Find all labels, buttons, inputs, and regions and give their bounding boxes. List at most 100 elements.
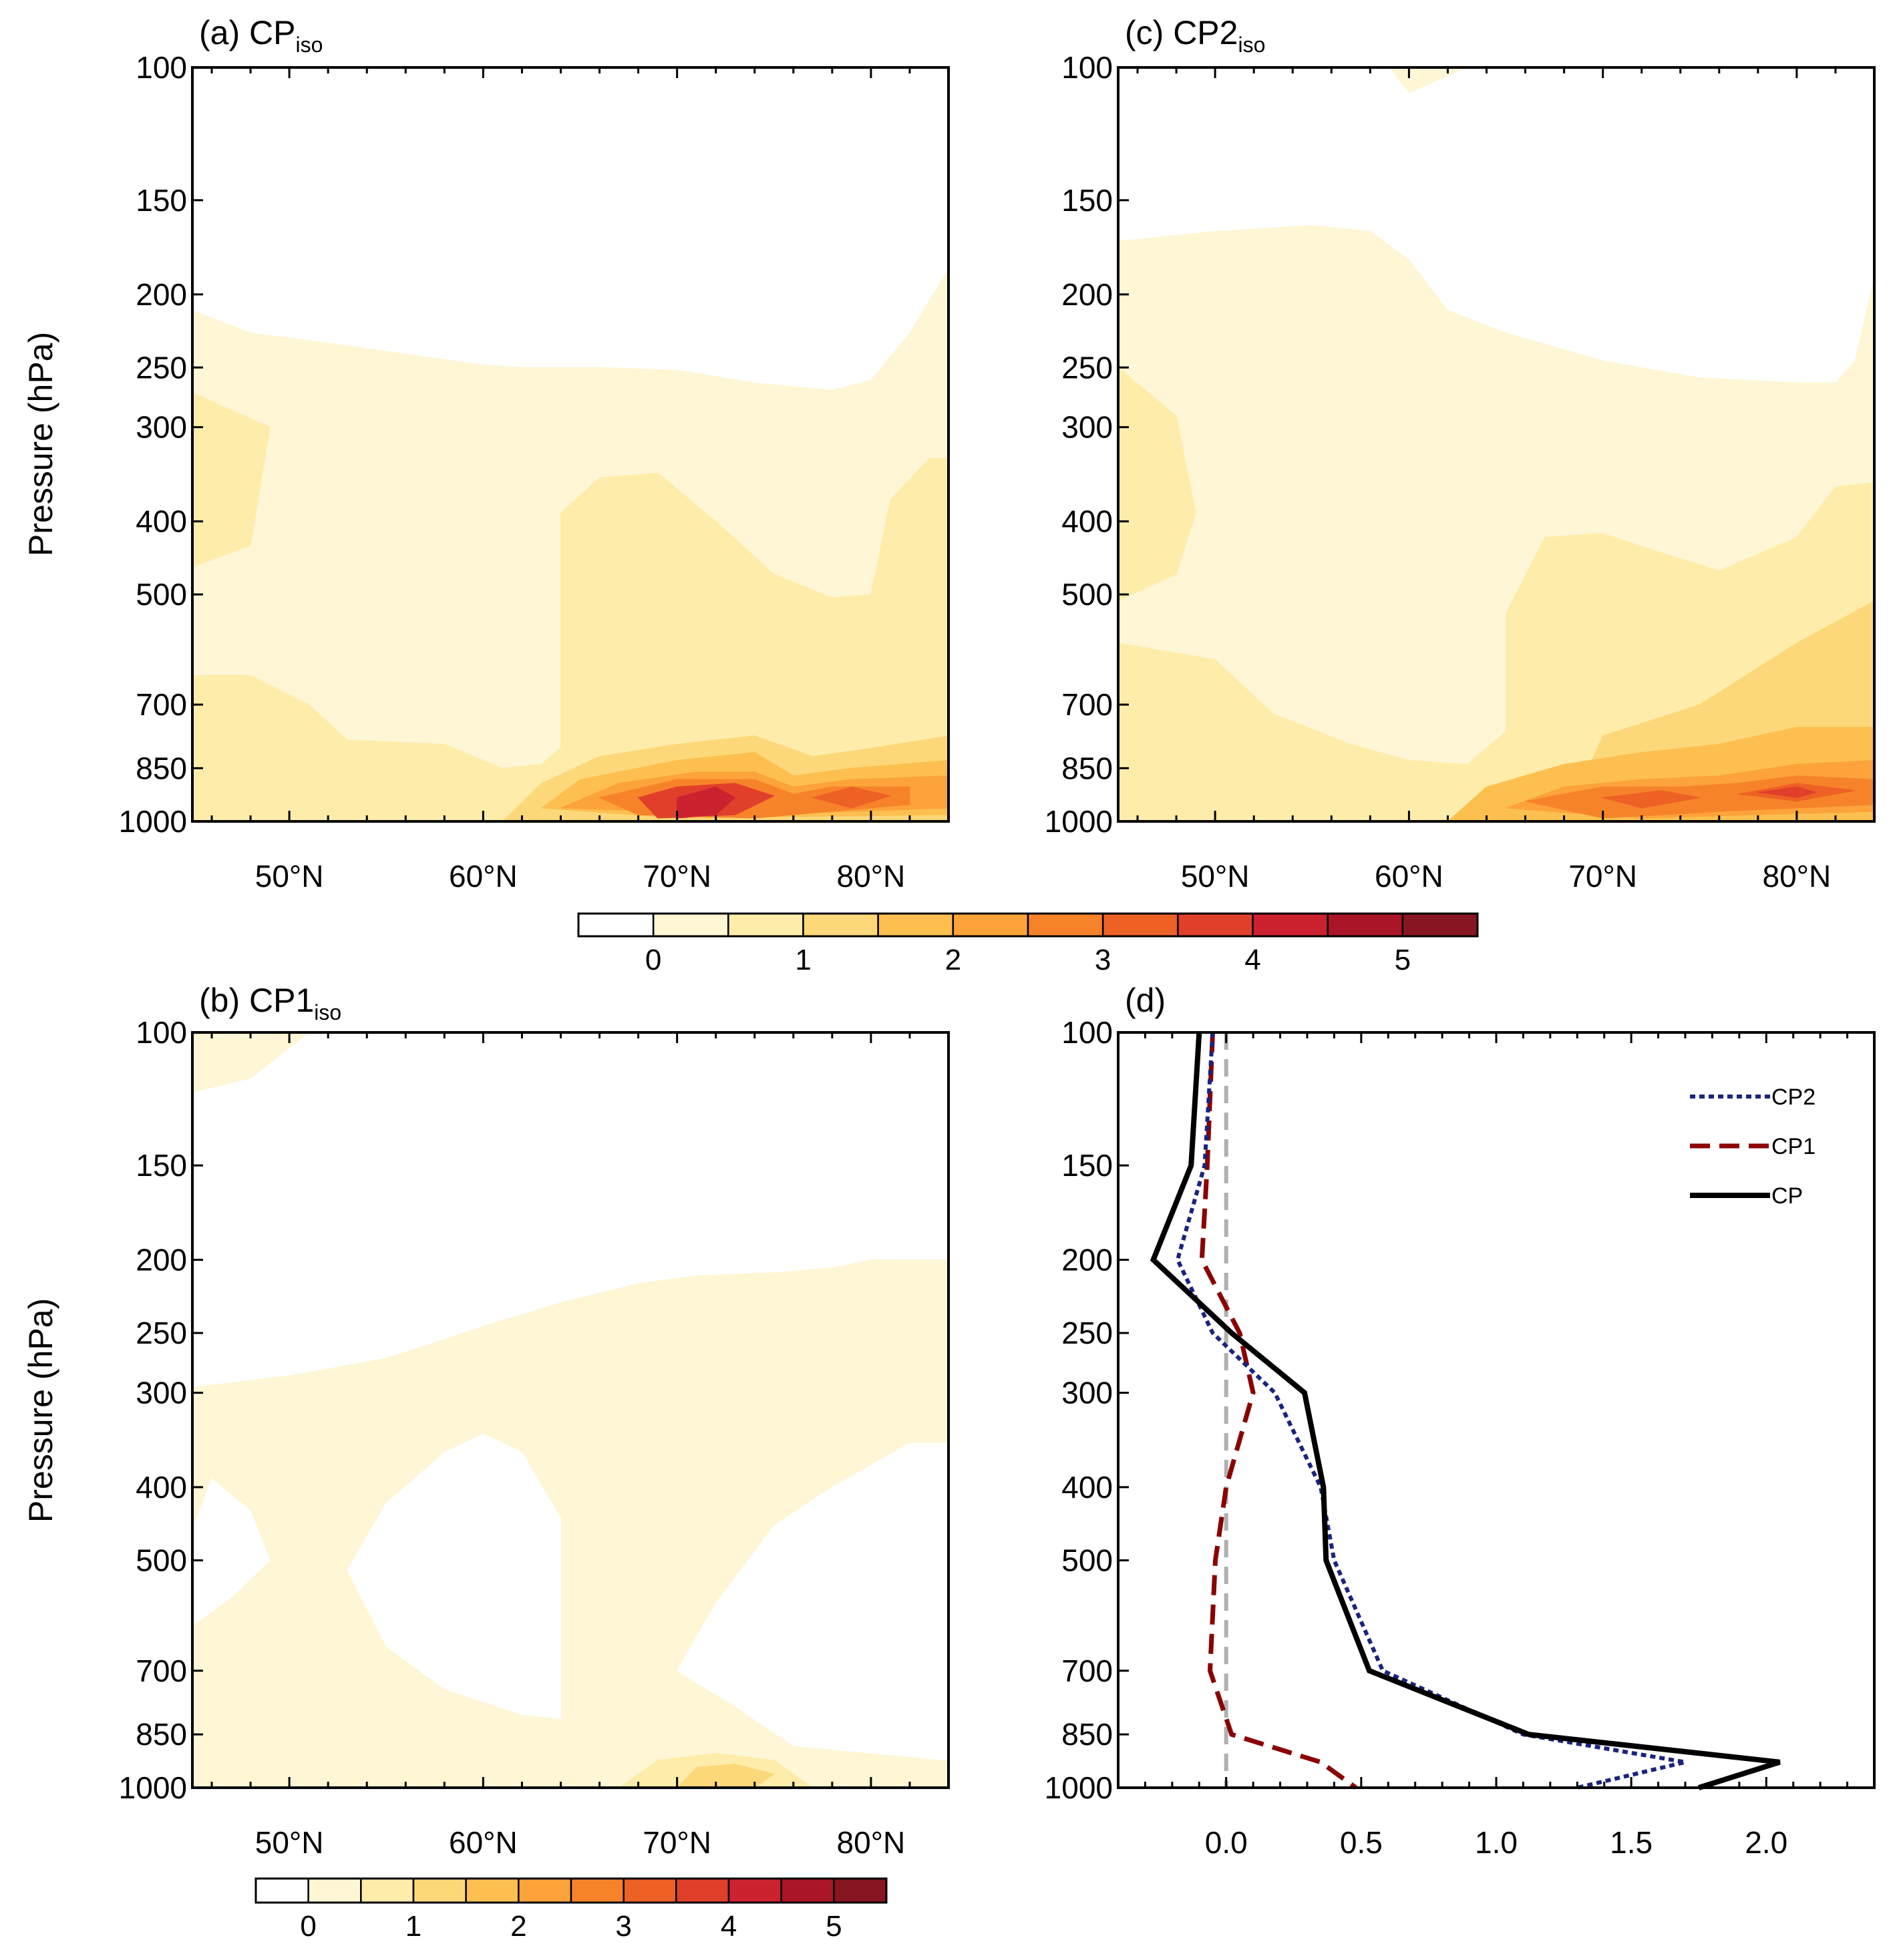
y-tick-label: 100 (136, 50, 187, 85)
colorbar-label: 1 (795, 944, 811, 976)
y-tick-label: 400 (1061, 504, 1113, 539)
y-tick-label: 250 (1061, 350, 1113, 385)
x-tick-label: 50°N (255, 859, 324, 894)
colorbar-label: 3 (1095, 944, 1111, 976)
contour-region (1118, 367, 1196, 602)
y-tick-label: 250 (136, 350, 187, 385)
panel-b-fills (192, 1032, 949, 1788)
contour-region (811, 786, 892, 809)
y-tick-label: 850 (136, 751, 187, 785)
x-tick-label: 80°N (1763, 859, 1832, 894)
panel-b-y-ticks: 100 150 200 250 300 400 500 700 850 1000 (119, 1015, 203, 1805)
y-tick-label: 500 (1061, 577, 1113, 612)
y-tick-label: 850 (136, 1717, 187, 1752)
colorbar-swatch (577, 912, 655, 938)
y-tick-label: 250 (136, 1316, 187, 1350)
y-tick-label: 100 (1061, 50, 1113, 85)
y-tick-label: 150 (1061, 183, 1113, 218)
x-tick-label: 1.5 (1610, 1825, 1653, 1860)
x-tick-label: 60°N (449, 1825, 518, 1860)
y-tick-label: 500 (136, 577, 187, 612)
colorbar-label: 4 (721, 1910, 737, 1943)
x-tick-label: 0.5 (1340, 1825, 1383, 1860)
y-tick-label: 1000 (119, 804, 187, 839)
x-tick-label: 0.0 (1205, 1825, 1248, 1860)
y-tick-label: 300 (136, 1376, 187, 1410)
colorbar-label: 0 (300, 1910, 316, 1943)
y-tick-label: 200 (136, 1242, 187, 1277)
y-tick-label: 400 (1061, 1470, 1113, 1505)
panel-d-legend: CP2 CP1 CP (1690, 1085, 1816, 1209)
colorbar-swatch (675, 1877, 730, 1904)
colorbar-swatch (1401, 912, 1479, 938)
panel-b-x-ticks: 50°N 60°N 70°N 80°N (210, 1032, 950, 1860)
panel-c-frame (1117, 66, 1876, 823)
y-tick-label: 1000 (1045, 1770, 1113, 1805)
colorbar-label: 2 (945, 944, 961, 976)
colorbar-swatch (1101, 912, 1179, 938)
x-tick-label: 50°N (1181, 859, 1250, 894)
colorbar-swatch (1177, 912, 1254, 938)
y-tick-label: 500 (1061, 1543, 1113, 1578)
y-tick-label: 100 (136, 1015, 187, 1050)
y-tick-label: 100 (1061, 1015, 1113, 1050)
contour-region (192, 1478, 271, 1626)
colorbar-frame (254, 1877, 888, 1904)
colorbar-swatch (952, 912, 1029, 938)
colorbar-swatch (802, 912, 879, 938)
panel-b-y-axis-label: Pressure (hPa) (22, 1298, 59, 1523)
x-tick-label: 70°N (643, 859, 711, 894)
colorbar-swatch (307, 1877, 362, 1904)
legend-label-cp2: CP2 (1771, 1085, 1816, 1110)
contour-region (347, 1433, 561, 1720)
y-tick-label: 500 (136, 1543, 187, 1578)
y-tick-label: 300 (136, 410, 187, 445)
y-tick-label: 1000 (119, 1770, 187, 1805)
x-tick-label: 80°N (837, 859, 906, 894)
panel-a: (a) CPiso 100150200250300400500700850100… (22, 14, 950, 894)
series-line-cp2 (1175, 1032, 1686, 1790)
panel-a-fills (192, 67, 949, 821)
colorbar-swatch (877, 912, 955, 938)
y-tick-label: 700 (136, 1653, 187, 1688)
y-tick-label: 200 (136, 277, 187, 312)
colorbar-swatch (1027, 912, 1104, 938)
y-tick-label: 400 (136, 504, 187, 539)
colorbar-swatch (254, 1877, 309, 1904)
colorbar-frame (577, 912, 1479, 938)
colorbar-top: 0 1 2 3 4 5 (577, 912, 1479, 976)
colorbar-swatch (727, 1877, 782, 1904)
panel-b-title: (b) CP1iso (199, 982, 341, 1024)
colorbar-label: 0 (645, 944, 661, 976)
contour-region (1757, 786, 1818, 798)
panel-c-title: (c) CP2iso (1125, 14, 1265, 57)
legend-label-cp: CP (1771, 1183, 1803, 1209)
x-tick-label: 2.0 (1745, 1825, 1787, 1860)
colorbar-label: 5 (1395, 944, 1411, 976)
panel-a-title: (a) CPiso (199, 14, 323, 57)
colorbar-label: 4 (1244, 944, 1260, 976)
panel-c-fills (1118, 67, 1874, 821)
y-tick-label: 200 (1061, 1242, 1113, 1277)
y-tick-label: 1000 (1045, 804, 1113, 839)
y-tick-label: 700 (136, 687, 187, 722)
colorbar-swatch (780, 1877, 835, 1904)
x-tick-label: 1.0 (1475, 1825, 1518, 1860)
series-line-cp (1150, 1032, 1781, 1790)
panel-c-x-ticks: 50°N 60°N 70°N 80°N (1136, 67, 1876, 894)
colorbar-swatch (1327, 912, 1404, 938)
panel-d-y-ticks: 100 150 200 250 300 400 500 700 850 1000 (1045, 1015, 1129, 1805)
colorbar-swatch (833, 1877, 888, 1904)
x-tick-label: 50°N (255, 1825, 324, 1860)
colorbar-swatch (412, 1877, 467, 1904)
y-tick-label: 850 (1061, 751, 1113, 785)
colorbar-swatch (518, 1877, 572, 1904)
panel-c: (c) CP2iso 10015020025030040050070085010… (1045, 14, 1876, 894)
contour-region (676, 1763, 775, 1788)
colorbar-label: 2 (510, 1910, 526, 1943)
panel-c-y-ticks: 100 150 200 250 300 400 500 700 850 1000 (1045, 50, 1129, 839)
panel-d-x-ticks: 0.0 0.5 1.0 1.5 2.0 (1144, 1032, 1849, 1860)
y-tick-label: 250 (1061, 1316, 1113, 1350)
colorbar-label: 3 (615, 1910, 631, 1943)
